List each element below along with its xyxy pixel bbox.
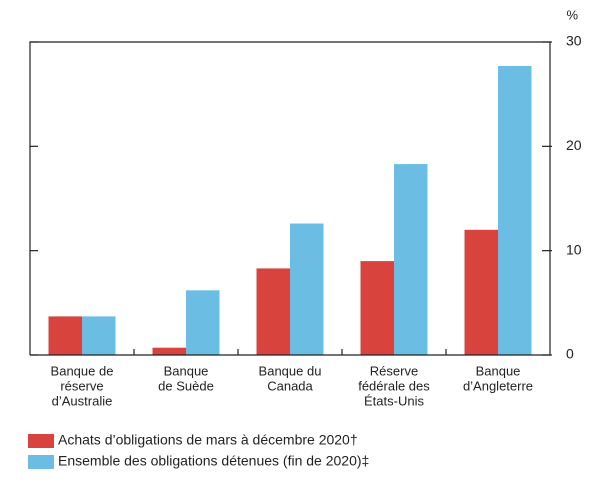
x-tick-label: de Suède [158, 378, 214, 393]
x-tick-label: États-Unis [364, 393, 424, 408]
bar [82, 316, 116, 355]
bar [464, 229, 498, 355]
legend-label: Ensemble des obligations détenues (fin d… [58, 453, 369, 469]
x-tick-label: Banque du [259, 363, 322, 378]
x-tick-label: Réserve [370, 363, 418, 378]
bar [394, 164, 428, 355]
x-tick-label: d’Angleterre [463, 378, 533, 393]
x-tick-label: Canada [267, 378, 313, 393]
bar [360, 261, 394, 355]
x-tick-label: Banque de [51, 363, 114, 378]
x-tick-label: Banque [476, 363, 521, 378]
y-unit: % [566, 7, 578, 22]
bar [290, 223, 324, 355]
y-tick-label: 0 [566, 346, 574, 362]
plot-frame [29, 41, 551, 355]
bar [256, 268, 290, 355]
x-tick-label: réserve [60, 378, 103, 393]
bar [152, 347, 186, 355]
x-tick-label: Banque [164, 363, 209, 378]
legend-label: Achats d’obligations de mars à décembre … [58, 432, 358, 448]
y-tick-label: 30 [566, 33, 582, 49]
bar [186, 290, 220, 355]
x-tick-label: fédérale des [358, 378, 430, 393]
x-tick-label: d’Australie [52, 393, 113, 408]
legend-swatch [28, 434, 54, 448]
y-tick-label: 10 [566, 241, 582, 257]
bar [48, 316, 82, 355]
y-tick-label: 20 [566, 137, 582, 153]
legend-swatch [28, 455, 54, 469]
bar [498, 65, 532, 355]
